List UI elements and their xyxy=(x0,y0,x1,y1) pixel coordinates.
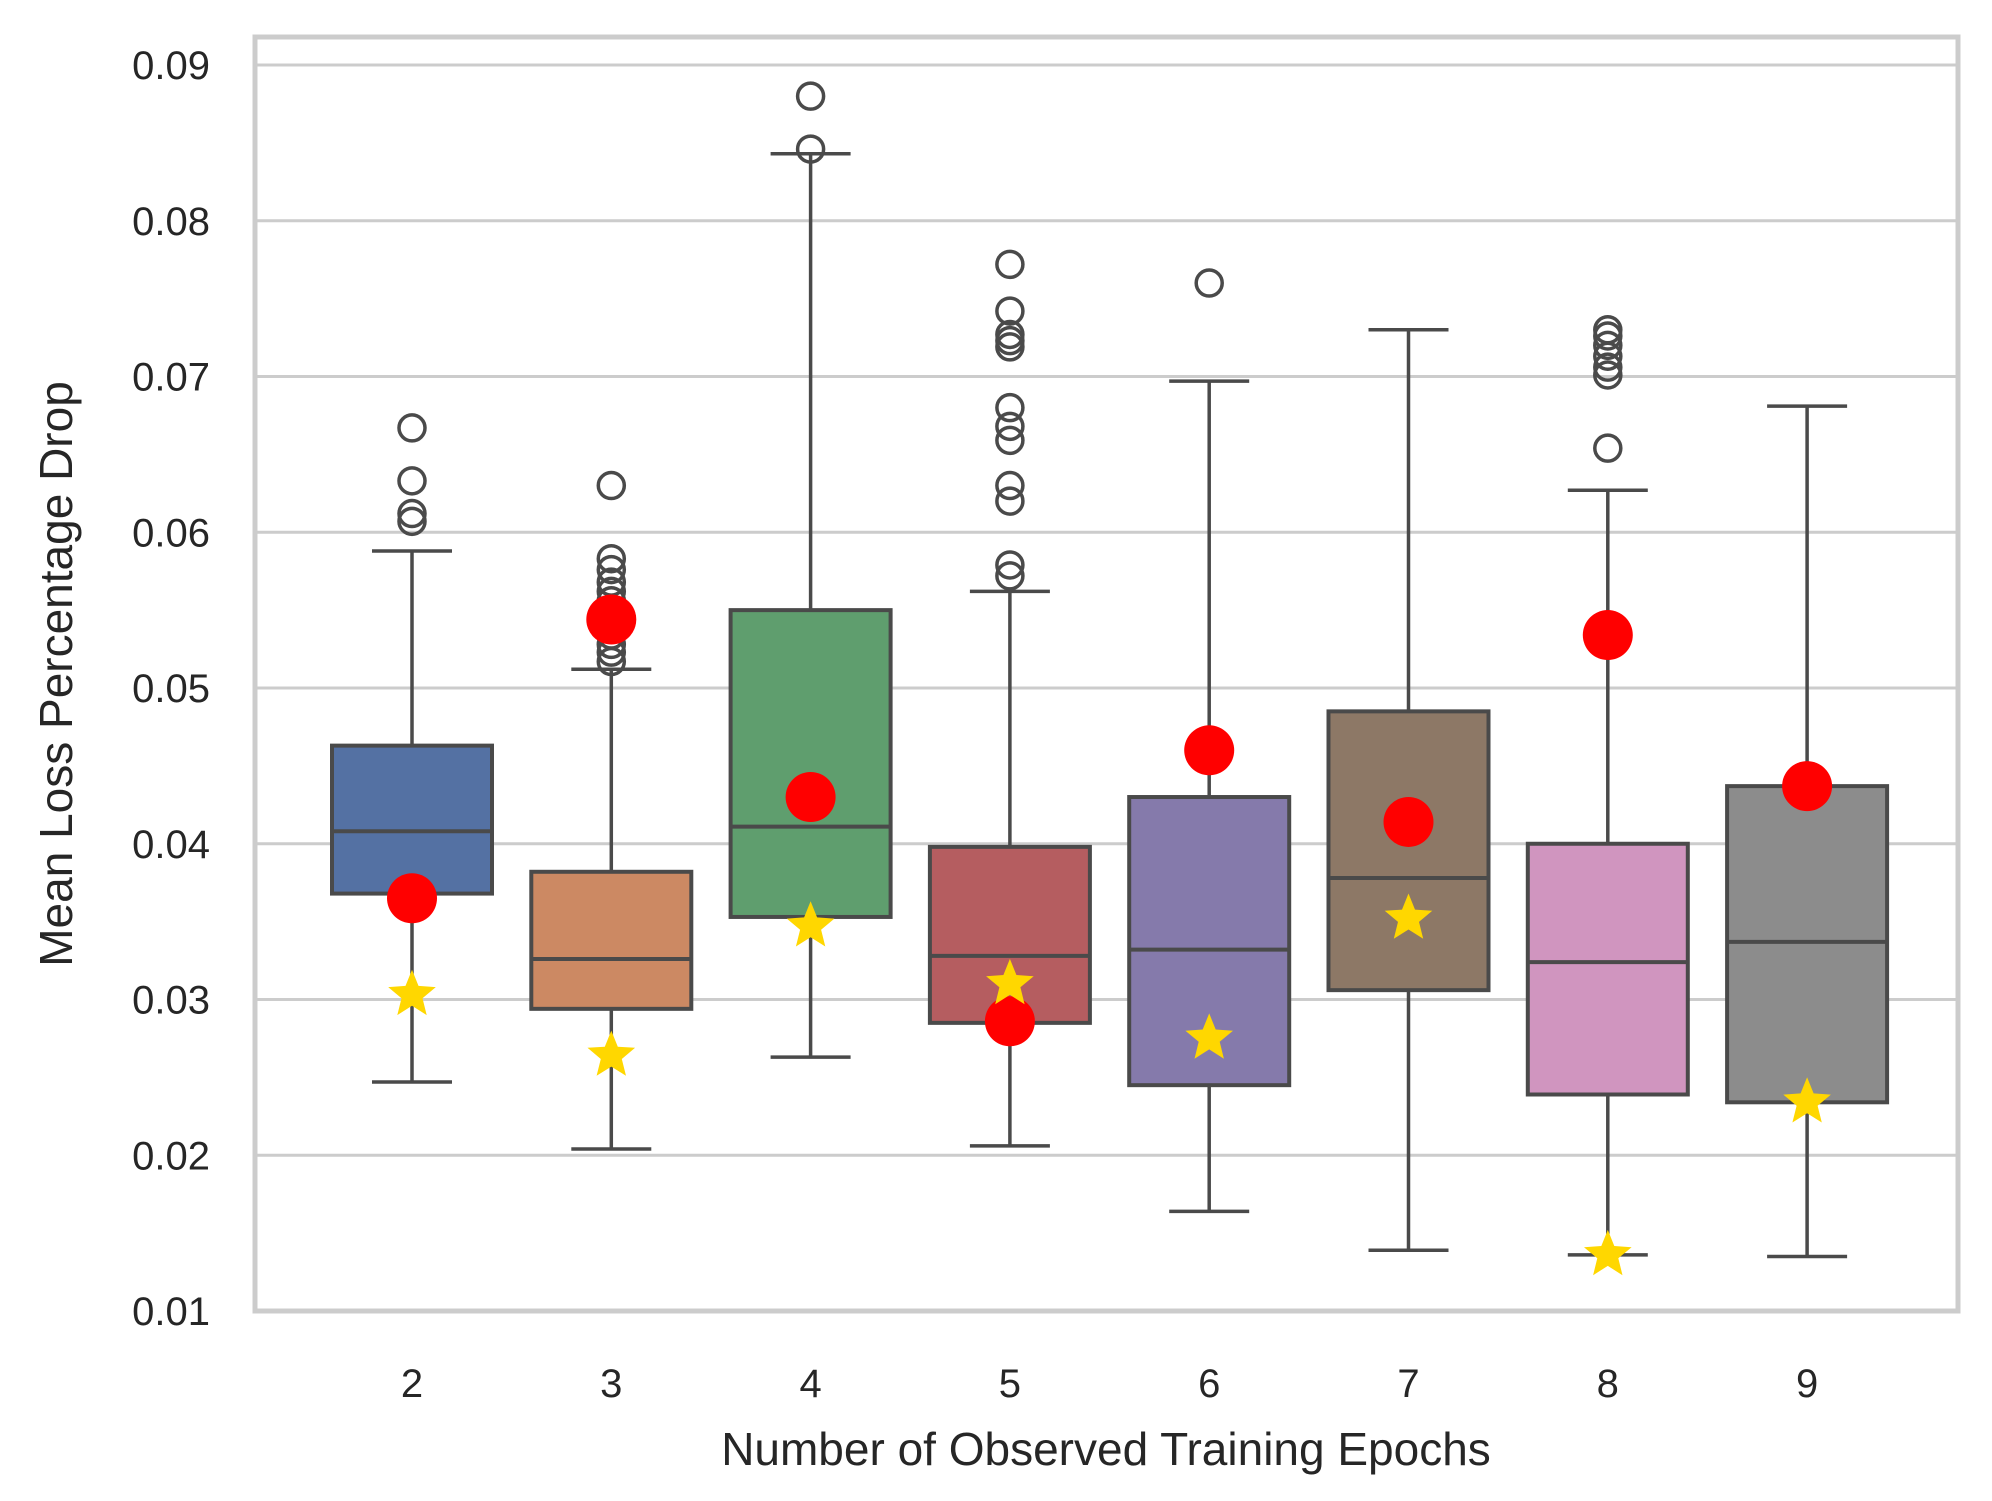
box-group-9 xyxy=(1725,404,1890,1259)
red-marker-9 xyxy=(1782,761,1833,812)
box-iqr xyxy=(1525,841,1690,1097)
star-marker-2 xyxy=(388,969,436,1016)
outlier-point xyxy=(795,134,826,164)
red-marker-3 xyxy=(586,594,637,645)
outlier-point xyxy=(995,296,1025,326)
star-marker-8 xyxy=(1584,1229,1632,1276)
y-tick-label: 0.09 xyxy=(132,44,210,88)
red-marker-7 xyxy=(1383,796,1434,847)
outlier-point xyxy=(1593,433,1623,463)
outlier-point xyxy=(596,543,627,574)
outlier-point xyxy=(397,413,427,443)
y-tick-label: 0.06 xyxy=(132,511,210,555)
star-marker-7 xyxy=(1384,893,1433,939)
x-tick-label: 7 xyxy=(1397,1362,1419,1406)
y-tick-label: 0.05 xyxy=(132,667,210,711)
outlier-point xyxy=(596,554,627,585)
star-marker-3 xyxy=(587,1030,636,1076)
star-marker-9 xyxy=(1783,1077,1831,1123)
x-axis-label: Number of Observed Training Epochs xyxy=(721,1423,1491,1475)
outlier-point xyxy=(995,470,1025,501)
y-tick-label: 0.07 xyxy=(132,356,210,400)
outlier-point xyxy=(995,425,1025,456)
outlier-point xyxy=(397,498,427,529)
x-tick-labels: 2 3 4 5 6 7 8 9 xyxy=(401,1362,1818,1406)
x-tick-label: 3 xyxy=(600,1362,622,1406)
x-tick-label: 6 xyxy=(1198,1362,1220,1406)
outlier-point xyxy=(995,550,1025,580)
outlier-point xyxy=(397,506,427,537)
x-tick-label: 2 xyxy=(401,1362,423,1406)
box-iqr xyxy=(1326,709,1491,993)
star-marker-4 xyxy=(786,901,835,947)
plot-frame xyxy=(252,34,1961,1314)
outlier-point xyxy=(1593,352,1623,382)
box-iqr xyxy=(728,608,893,919)
outlier-point xyxy=(995,561,1025,591)
outlier-point xyxy=(1194,268,1224,298)
red-marker-6 xyxy=(1184,725,1235,776)
x-tick-label: 4 xyxy=(799,1362,821,1406)
x-tick-label: 8 xyxy=(1597,1362,1619,1406)
y-tick-label: 0.01 xyxy=(132,1290,210,1334)
y-tick-label: 0.04 xyxy=(132,823,210,867)
outlier-point xyxy=(397,466,427,496)
markers xyxy=(387,594,1833,1276)
y-tick-label: 0.03 xyxy=(132,979,210,1023)
box-group-2 xyxy=(330,413,494,1084)
outlier-point xyxy=(596,470,627,501)
star-marker-5 xyxy=(986,958,1034,1005)
outlier-point xyxy=(1593,330,1623,361)
outlier-point xyxy=(995,249,1025,280)
box-iqr xyxy=(529,869,694,1011)
outlier-point xyxy=(1593,315,1623,345)
red-marker-2 xyxy=(387,873,437,924)
outlier-point xyxy=(995,392,1025,423)
y-tick-label: 0.08 xyxy=(132,200,210,244)
box-group-8 xyxy=(1525,315,1690,1257)
red-marker-4 xyxy=(785,772,836,823)
red-marker-8 xyxy=(1582,610,1633,661)
x-tick-label: 9 xyxy=(1796,1362,1818,1406)
box-iqr xyxy=(330,743,494,896)
box-iqr xyxy=(1725,784,1890,1105)
star-marker-6 xyxy=(1185,1013,1233,1059)
outlier-point xyxy=(995,319,1025,350)
outlier-point xyxy=(995,411,1025,442)
outlier-point xyxy=(1593,360,1623,390)
box-group-7 xyxy=(1326,328,1491,1253)
y-tick-labels: 0.01 0.02 0.03 0.04 0.05 0.06 0.07 0.08 0.09 xyxy=(132,44,210,1334)
outlier-point xyxy=(795,81,826,111)
x-tick-label: 5 xyxy=(999,1362,1021,1406)
y-axis-label: Mean Loss Percentage Drop xyxy=(30,381,82,967)
red-marker-5 xyxy=(984,996,1035,1047)
boxes xyxy=(330,81,1890,1259)
outlier-point xyxy=(995,486,1025,516)
y-tick-label: 0.02 xyxy=(132,1134,210,1178)
